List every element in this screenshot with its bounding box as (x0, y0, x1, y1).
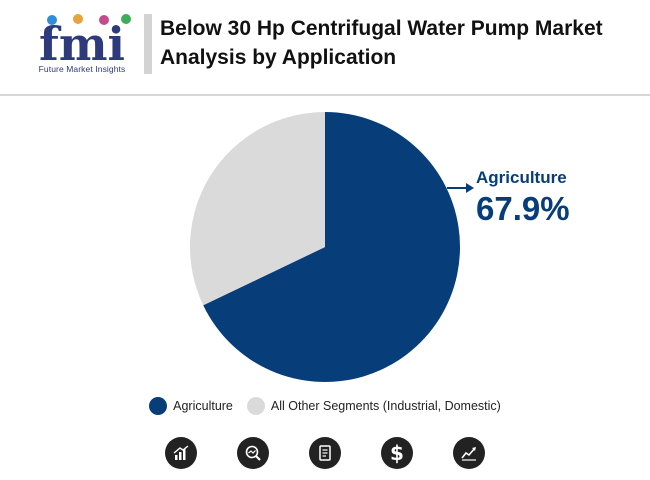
pie-slice-agriculture (203, 112, 460, 382)
trend-magnifier-icon[interactable] (237, 437, 269, 469)
pie-slice-other-segments (189, 112, 325, 306)
legend-item-other-segments: All Other Segments (Industrial, Domestic… (246, 397, 501, 415)
annotation-label: Agriculture (476, 168, 567, 187)
report-document-icon[interactable] (309, 437, 341, 469)
legend-label-other-segments: All Other Segments (Industrial, Domestic… (270, 399, 501, 413)
fmi-logo-mark: fmi (39, 14, 131, 71)
legend-swatch-agriculture (149, 397, 168, 415)
dollar-icon[interactable]: $ (381, 437, 413, 469)
logo-text: fmi (39, 17, 125, 64)
fmi-logo: fmi Future Market Insights (22, 12, 142, 78)
annotation-value: 67.9% (476, 190, 570, 227)
header-divider (0, 94, 650, 96)
footer-icon-row: $ (0, 437, 650, 469)
pie-chart (189, 112, 474, 382)
legend-label-agriculture: Agriculture (173, 399, 233, 413)
chart-legend: Agriculture All Other Segments (Industri… (0, 397, 650, 415)
callout-arrow (447, 183, 474, 193)
line-growth-icon[interactable] (453, 437, 485, 469)
chart-annotation: Agriculture 67.9% (476, 168, 570, 228)
page-title: Below 30 Hp Centrifugal Water Pump Marke… (160, 17, 603, 69)
bar-chart-icon[interactable] (165, 437, 197, 469)
legend-swatch-other-segments (246, 397, 265, 415)
logo-tagline: Future Market Insights (38, 64, 126, 74)
header: fmi Future Market Insights Below 30 Hp C… (0, 0, 650, 94)
legend-item-agriculture: Agriculture (149, 397, 233, 415)
pie-slices (189, 112, 460, 382)
title-accent-bar (144, 14, 152, 74)
